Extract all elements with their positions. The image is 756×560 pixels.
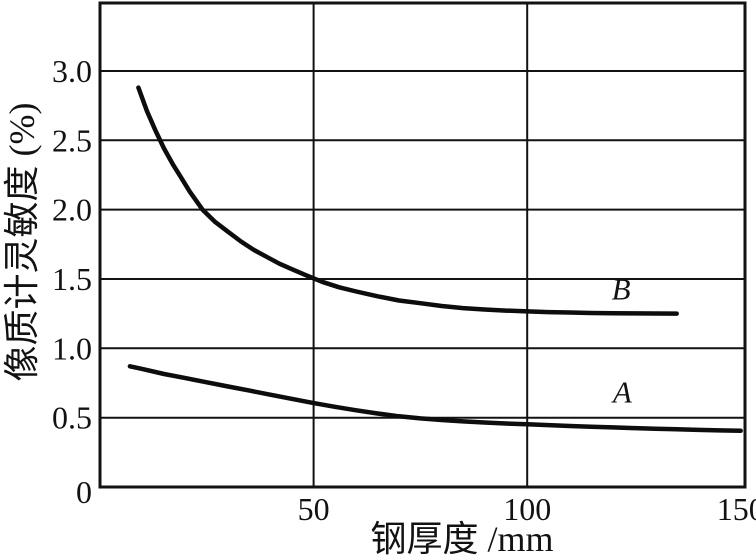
gridlines [100,3,745,487]
tick-labels: 50 100 150 0.5 1.0 1.5 2.0 2.5 3.0 0 [52,53,756,527]
curve-label-B: B [612,272,631,307]
plot-border [98,1,747,489]
x-tick-label-100: 100 [503,491,551,527]
x-tick-label-50: 50 [298,491,330,527]
y-axis-title: 像质计灵敏度 (%) [2,103,42,382]
y-tick-label-2.5: 2.5 [52,122,92,158]
y-tick-label-0.5: 0.5 [52,400,92,436]
curve-labels: BA [611,272,633,410]
origin-tick-label: 0 [76,474,92,510]
x-axis-title: 钢厚度 /mm [370,519,553,559]
y-tick-label-3.0: 3.0 [52,53,92,89]
y-tick-label-2.0: 2.0 [52,192,92,228]
y-tick-label-1.0: 1.0 [52,330,92,366]
x-tick-label-150: 150 [717,491,756,527]
curve-label-A: A [611,374,633,409]
y-tick-label-1.5: 1.5 [52,261,92,297]
curves [127,85,743,434]
curve-A [127,364,743,434]
curve-B [136,85,679,316]
